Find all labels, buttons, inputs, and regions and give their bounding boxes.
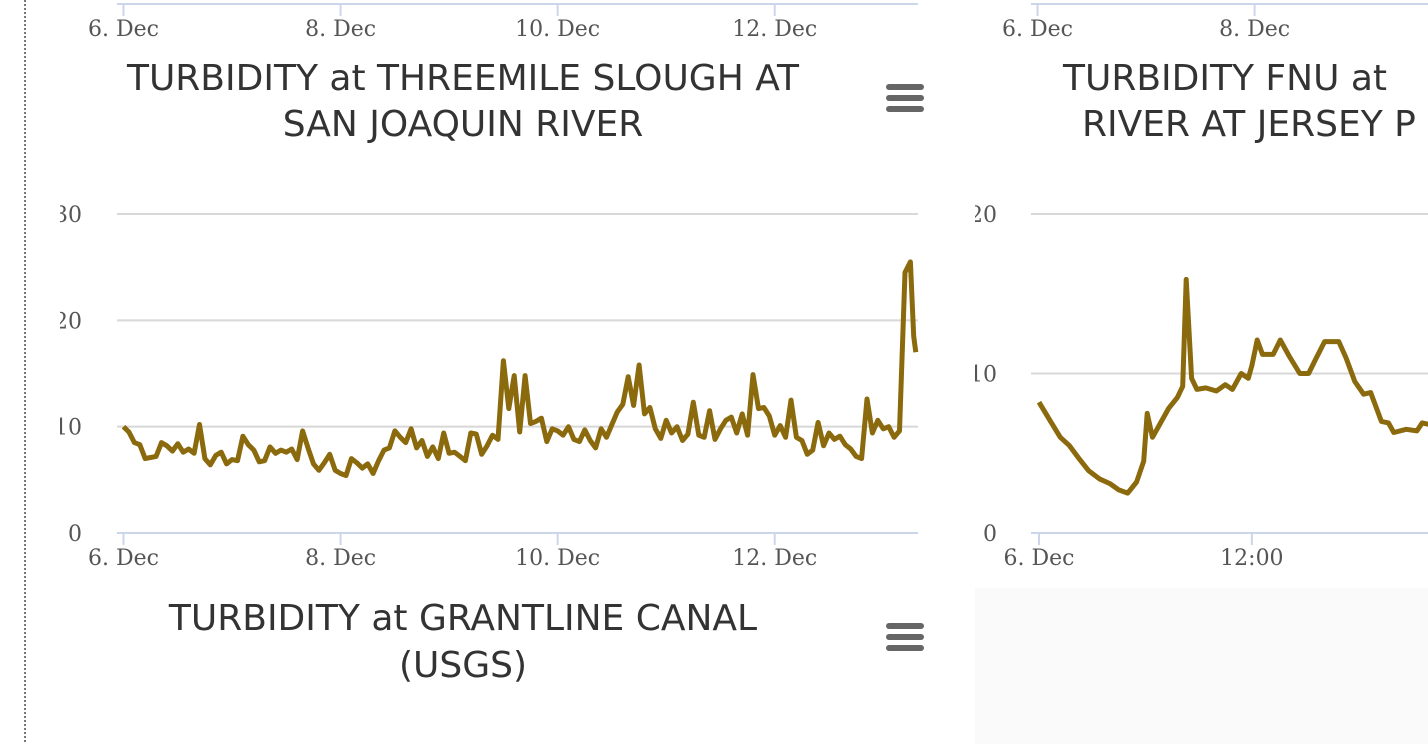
x-tick-label: 12. Dec	[732, 17, 817, 42]
data-line	[1036, 276, 1428, 496]
y-tick-label: 30	[54, 203, 82, 228]
y-tick-label: 10	[54, 416, 82, 441]
x-tick-label: 12. Dec	[732, 546, 817, 571]
y-tick-label: 20	[54, 309, 82, 334]
x-tick-label: 8. Dec	[305, 17, 376, 42]
x-tick-label: 6. Dec	[1003, 546, 1074, 571]
y-tick-label: 20	[969, 203, 997, 228]
y-tick-label: 0	[983, 522, 997, 547]
right-panel: 6. Dec 8. Dec TURBIDITY FNU at RIVER AT JER…	[969, 3, 1428, 571]
x-tick-label: 12:00	[1220, 546, 1283, 571]
menu-button[interactable]	[886, 84, 924, 112]
x-tick-label: 6. Dec	[1002, 17, 1073, 42]
chart-title: SAN JOAQUIN RIVER	[283, 104, 644, 145]
chart-title: TURBIDITY at GRANTLINE CANAL	[168, 598, 757, 639]
left-panel: 6. Dec 8. Dec 10. Dec 12. Dec TURBIDITY at T…	[54, 3, 924, 686]
empty-panel	[975, 588, 1428, 744]
x-tick-label: 8. Dec	[305, 546, 376, 571]
x-tick-label: 10. Dec	[515, 17, 600, 42]
data-line	[121, 259, 919, 479]
menu-button[interactable]	[886, 623, 924, 651]
chart-title: RIVER AT JERSEY P	[1082, 104, 1416, 145]
chart-title: TURBIDITY at THREEMILE SLOUGH AT	[126, 58, 800, 99]
x-tick-label: 6. Dec	[88, 546, 159, 571]
y-tick-label: 10	[969, 363, 997, 388]
chart-title: (USGS)	[399, 645, 527, 686]
y-tick-label: 0	[68, 522, 82, 547]
x-tick-label: 8. Dec	[1219, 17, 1290, 42]
x-tick-label: 10. Dec	[515, 546, 600, 571]
x-tick-label: 6. Dec	[88, 17, 159, 42]
chart-title: TURBIDITY FNU at	[1062, 58, 1387, 99]
